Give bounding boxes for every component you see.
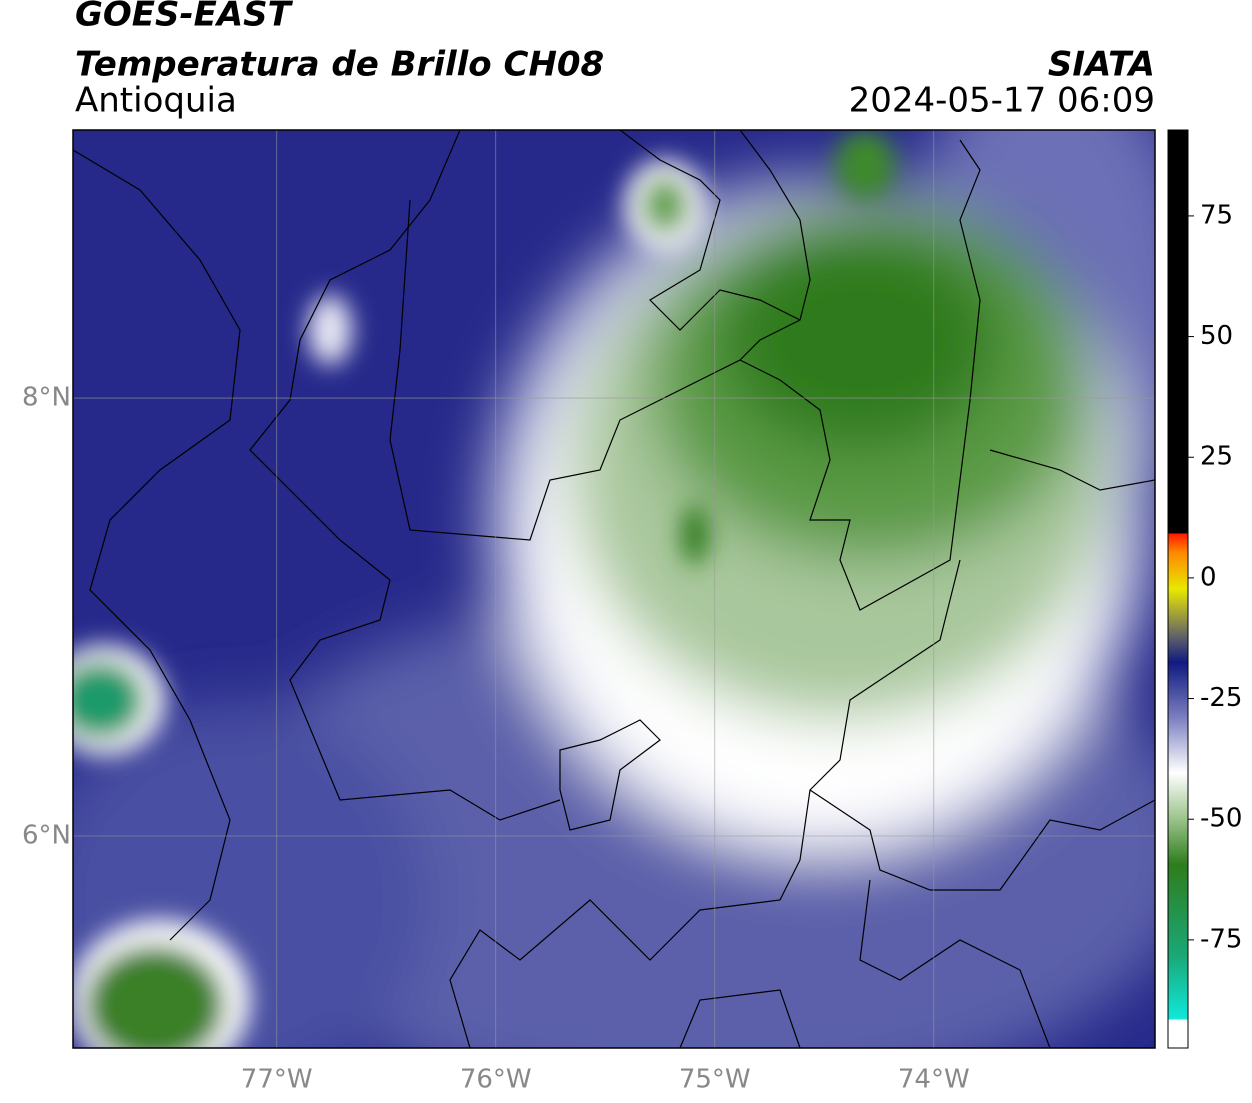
product: Temperatura de Brillo CH08 — [75, 45, 604, 85]
colorbar-tick-label: 25 — [1200, 442, 1233, 472]
map-frame — [72, 129, 1156, 1049]
datetime: 2024-05-17 06:09 — [849, 81, 1155, 121]
source: SIATA — [1048, 45, 1155, 85]
lat-tick-label: 8°N — [22, 383, 71, 413]
map-image — [73, 130, 1155, 1048]
colorbar-tick-label: -75 — [1200, 924, 1242, 954]
colorbar-tick-label: 75 — [1200, 200, 1233, 230]
colorbar — [1167, 129, 1189, 1049]
region: Antioquia — [75, 81, 237, 121]
lat-tick-label: 6°N — [22, 821, 71, 851]
colorbar-tick-label: -50 — [1200, 804, 1242, 834]
borders — [73, 130, 1155, 1048]
lon-tick-label: 75°W — [679, 1065, 751, 1095]
lon-tick-label: 77°W — [241, 1065, 313, 1095]
lon-tick-label: 74°W — [898, 1065, 970, 1095]
colorbar-tick-label: -25 — [1200, 683, 1242, 713]
graticule — [73, 130, 1155, 1048]
satellite: GOES-EAST — [75, 0, 294, 35]
colorbar-tick-label: 0 — [1200, 562, 1217, 592]
colorbar-tick-label: 50 — [1200, 321, 1233, 351]
lon-tick-label: 76°W — [460, 1065, 532, 1095]
